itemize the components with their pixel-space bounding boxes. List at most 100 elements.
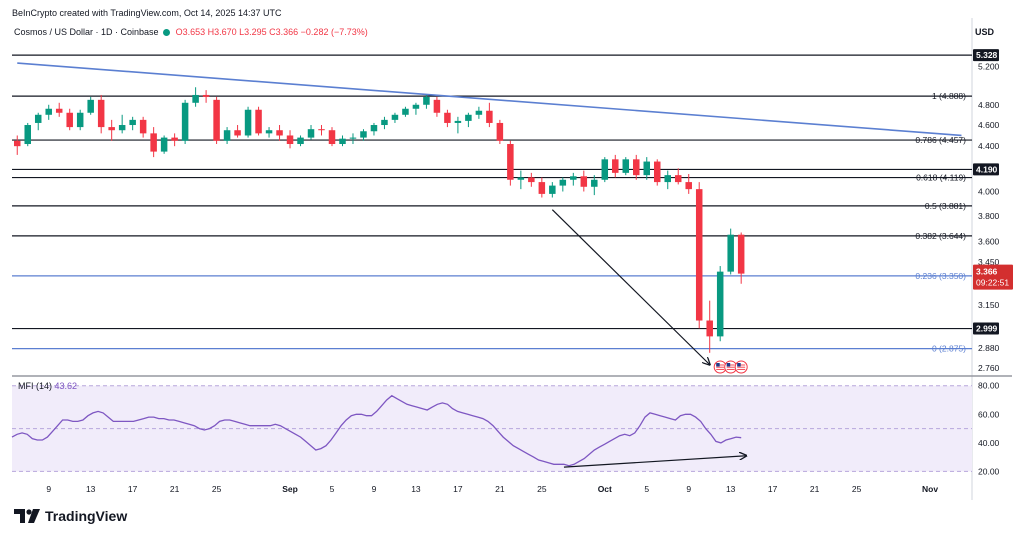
time-tick-label: 21 <box>810 484 820 494</box>
candle-body <box>223 130 231 141</box>
time-tick-label: Nov <box>922 484 938 494</box>
time-tick-label: Oct <box>598 484 612 494</box>
time-tick-label: 5 <box>330 484 335 494</box>
candle-body <box>412 104 420 109</box>
candle-body <box>97 99 105 128</box>
candle-body <box>612 159 619 173</box>
price-tick-label: 3.800 <box>978 211 1000 221</box>
symbol-legend[interactable]: Cosmos / US Dollar · 1D · Coinbase O3.65… <box>14 27 368 37</box>
fib-level-label: 1 (4.888) <box>932 91 966 101</box>
candle-body <box>349 137 357 139</box>
time-tick-label: Sep <box>282 484 298 494</box>
candle-body <box>475 110 483 115</box>
fib-level-label: 0.786 (4.457) <box>915 135 966 145</box>
candle-body <box>622 159 630 173</box>
mfi-divergence-arrow[interactable] <box>563 456 746 468</box>
mfi-tick-label: 80.00 <box>978 381 1000 391</box>
candle-body <box>391 114 399 120</box>
time-tick-label: 21 <box>170 484 180 494</box>
time-tick-label: 17 <box>453 484 463 494</box>
candle-body <box>150 133 157 152</box>
candle-body <box>685 182 692 190</box>
candle-body <box>549 185 556 194</box>
candle-body <box>716 271 724 337</box>
time-tick-label: 17 <box>768 484 778 494</box>
mfi-axis[interactable]: 80.00 60.00 40.00 20.00 <box>978 381 1000 477</box>
candle-body <box>244 109 252 136</box>
mfi-line[interactable] <box>11 394 742 467</box>
candle-body <box>570 176 577 180</box>
fib-level-label: 0 (2.875) <box>932 344 966 354</box>
candle-body <box>181 102 189 141</box>
candle-body <box>601 159 609 180</box>
price-badge-bg <box>973 49 999 62</box>
price-badge: 5.328 <box>976 50 998 60</box>
candle-body <box>265 130 273 134</box>
candle-body <box>559 179 567 186</box>
candle-body <box>202 94 210 97</box>
price-badge-bg <box>973 322 999 335</box>
price-tick-label: 3.600 <box>978 237 1000 247</box>
symbol-name: Cosmos / US Dollar · 1D · Coinbase <box>14 27 159 37</box>
mfi-legend[interactable]: MFI (14) 43.62 <box>18 381 77 391</box>
mfi-current-value: 43.62 <box>54 381 78 391</box>
price-tick-label: 3.450 <box>978 257 1000 267</box>
candle-body <box>695 189 703 321</box>
time-axis[interactable]: 9 13 17 21 25 Sep 5 9 13 17 21 25 Oct 5 9 13 17 21 25 Nov <box>46 484 938 494</box>
candle-body <box>234 130 241 136</box>
candle-body <box>328 130 336 145</box>
price-badge: 2.999 <box>976 324 998 334</box>
candle-body <box>507 144 514 180</box>
price-tick-label: 2.760 <box>978 363 1000 373</box>
mfi-tick-label: 60.00 <box>978 409 1000 419</box>
candle-body <box>538 182 546 194</box>
price-tick-label: 4.000 <box>978 187 1000 197</box>
candle-body <box>486 110 493 123</box>
candle-body <box>496 122 504 141</box>
candle-body <box>160 137 168 152</box>
price-tick-label: 2.880 <box>978 343 1000 353</box>
candle-body <box>24 125 31 145</box>
price-badge-bg <box>973 163 999 176</box>
brand: TradingView <box>14 508 127 524</box>
candle-body <box>727 234 734 272</box>
flag-canton <box>737 363 741 367</box>
candle-body <box>591 179 598 187</box>
time-tick-label: 9 <box>686 484 691 494</box>
price-trend-arrow[interactable] <box>551 209 709 365</box>
us-flag-icon[interactable] <box>734 360 748 374</box>
candle-body <box>76 112 84 128</box>
currency-label[interactable]: USD <box>974 27 994 37</box>
tradingview-logo-icon <box>14 509 40 523</box>
price-axis[interactable]: 5.200 4.800 4.600 4.400 4.000 3.800 3.600 3.450… <box>978 62 1000 373</box>
price-tick-label: 4.800 <box>978 100 1000 110</box>
fib-level-label: 0.618 (4.119) <box>916 173 966 183</box>
candle-body <box>255 109 262 134</box>
time-tick-label: 21 <box>495 484 505 494</box>
mfi-tick-label: 20.00 <box>978 466 1000 476</box>
candle-body <box>118 125 126 131</box>
candle-body <box>653 161 661 183</box>
market-status-icon <box>163 29 171 36</box>
candle-body <box>213 99 220 141</box>
descending-trendline[interactable] <box>17 62 962 137</box>
candle-body <box>360 131 367 138</box>
candle-body <box>402 108 409 115</box>
candle-body <box>34 114 42 123</box>
us-flag-icon[interactable] <box>724 360 738 374</box>
time-tick-label: 17 <box>128 484 138 494</box>
candle-body <box>444 112 451 123</box>
flag-canton <box>716 363 720 367</box>
chart-credit: BeInCrypto created with TradingView.com,… <box>12 8 282 18</box>
time-tick-label: 13 <box>726 484 736 494</box>
candle-body <box>423 96 430 105</box>
candle-body <box>13 140 21 147</box>
fib-level-label: 0.382 (3.644) <box>915 231 966 241</box>
candle-body <box>465 114 472 121</box>
candle-body <box>286 135 294 145</box>
time-tick-label: 9 <box>46 484 51 494</box>
candle-body <box>139 119 147 134</box>
mfi-name: MFI (14) <box>18 381 53 391</box>
time-tick-label: 25 <box>537 484 547 494</box>
